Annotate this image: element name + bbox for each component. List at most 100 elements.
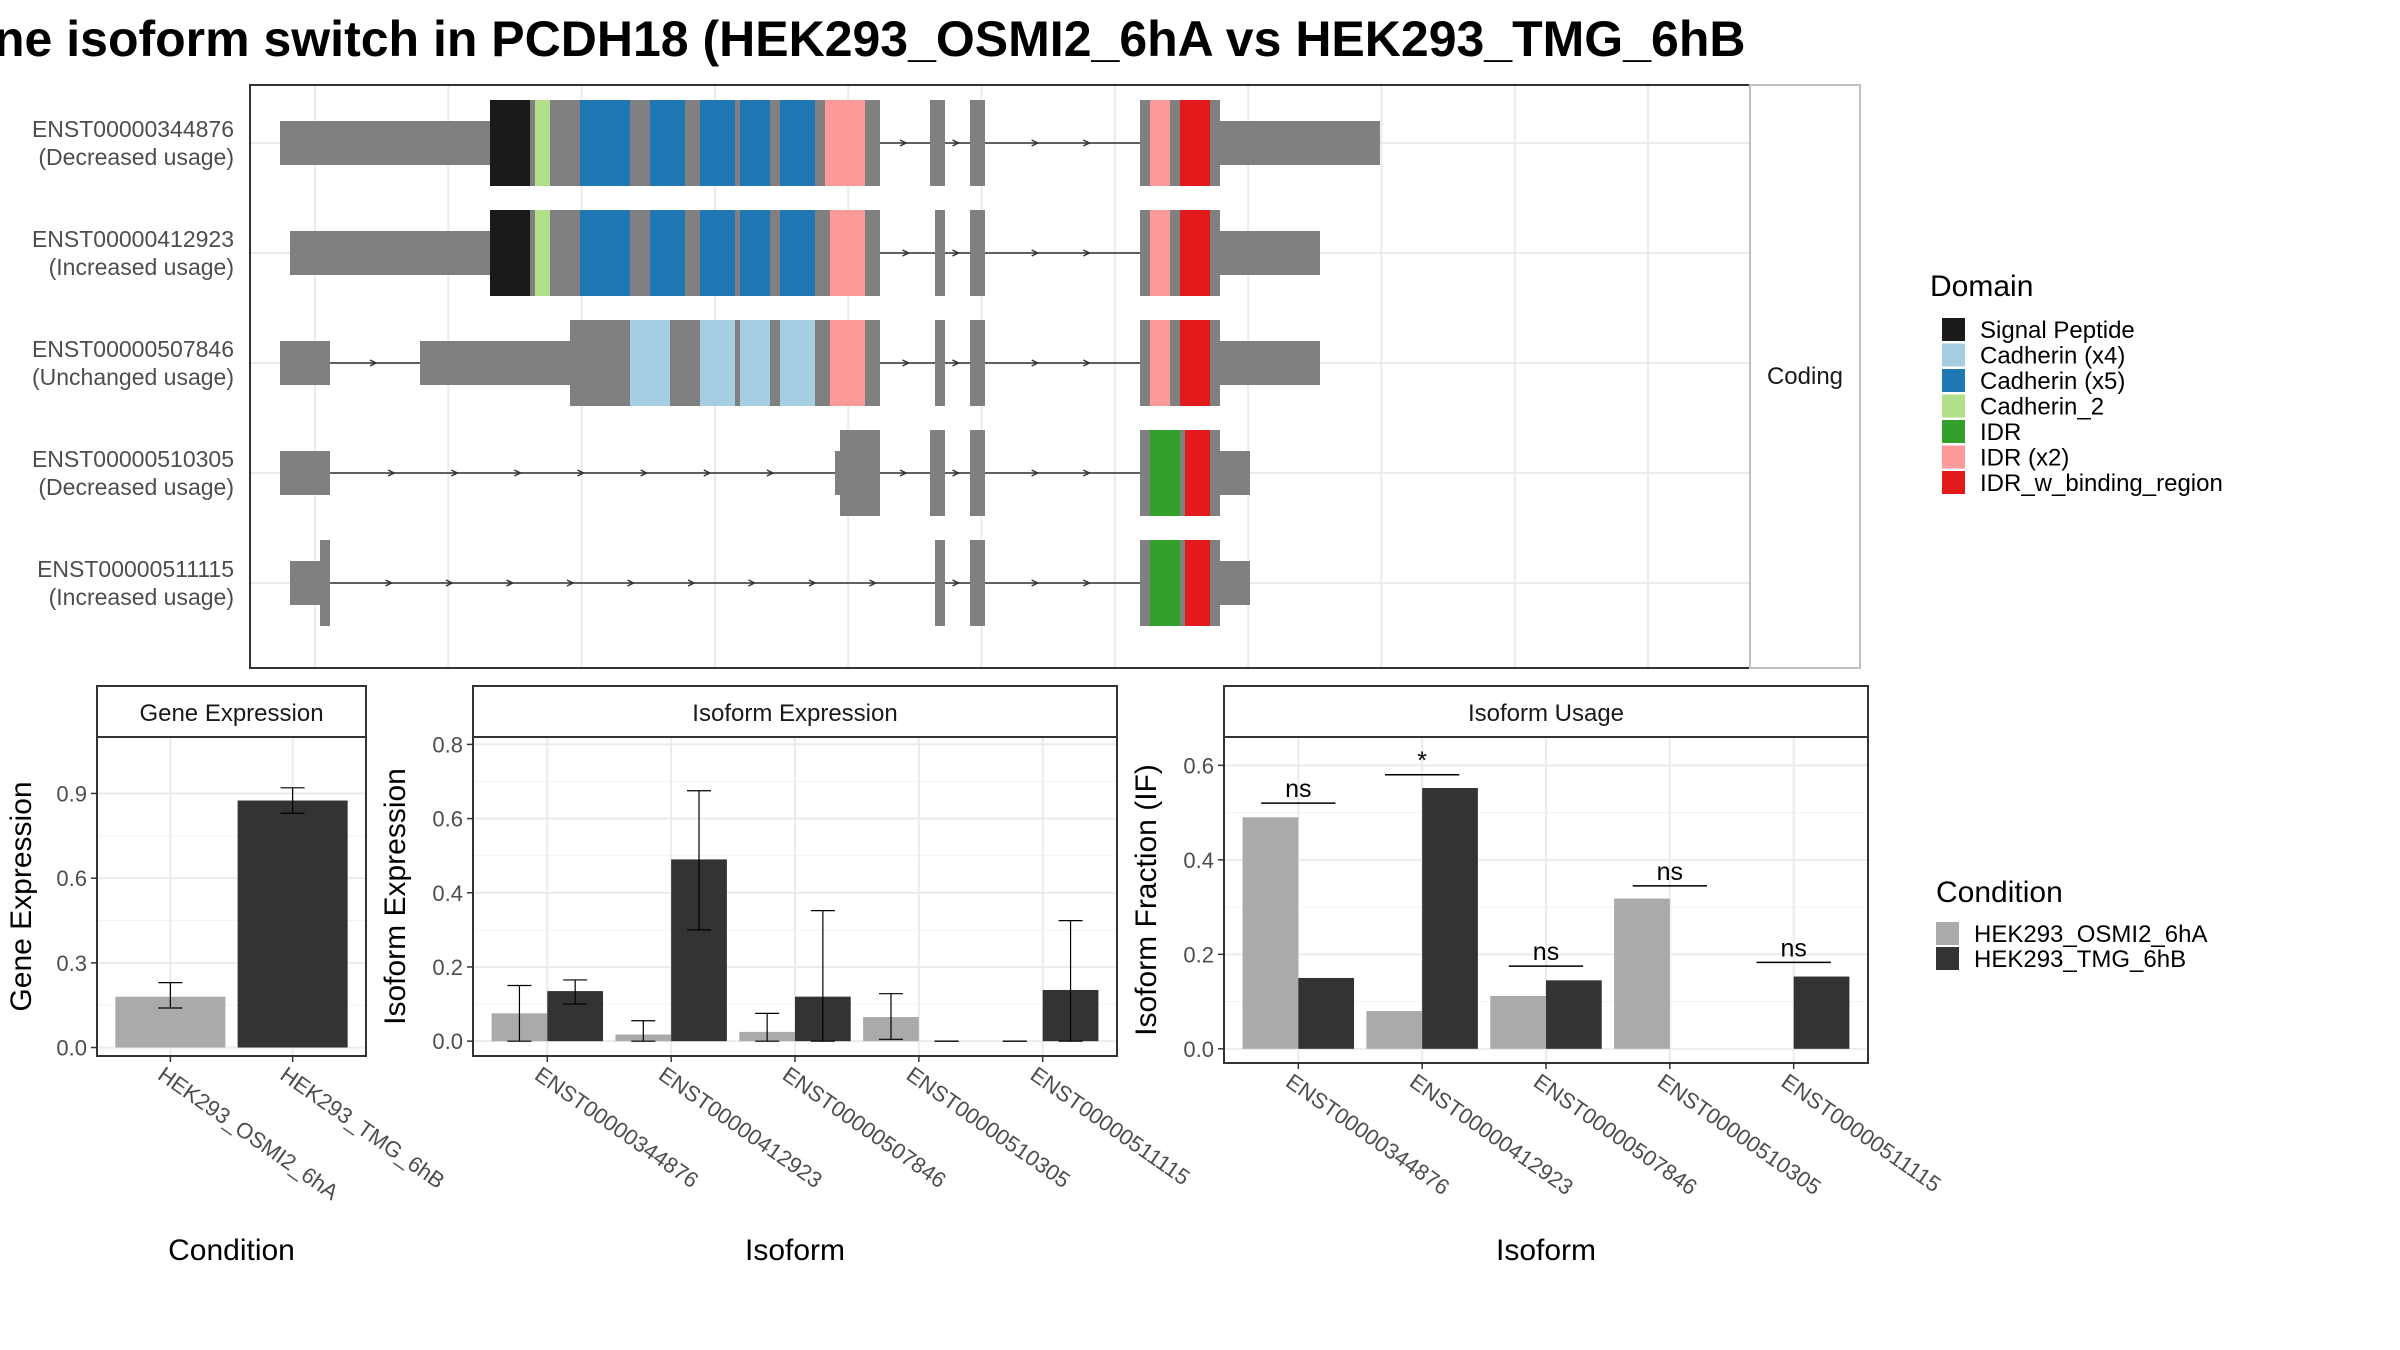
domain-legend-label: IDR (x2) xyxy=(1980,445,2069,472)
y-tick-label: 0.2 xyxy=(432,955,463,980)
x-axis-title: Condition xyxy=(168,1234,295,1267)
exon-block xyxy=(1180,430,1185,516)
exon-block xyxy=(735,100,740,186)
exon-block xyxy=(630,100,650,186)
domain-legend-label: Cadherin (x4) xyxy=(1980,343,2125,370)
exon-block xyxy=(970,540,985,626)
condition-legend-label: HEK293_TMG_6hB xyxy=(1974,946,2186,973)
exon-block xyxy=(840,430,880,516)
intron-arrow xyxy=(902,359,911,367)
exon-block xyxy=(770,210,780,296)
y-axis-title: Gene Expression xyxy=(5,781,38,1011)
intron-arrow xyxy=(748,579,757,587)
exon-block xyxy=(1220,341,1320,385)
domain-legend-key xyxy=(1942,445,1965,469)
domain-block xyxy=(700,320,735,406)
panel-strip xyxy=(96,685,367,738)
y-tick-label: 0.6 xyxy=(1183,753,1214,778)
domain-block xyxy=(490,210,530,296)
panel-title: Gene Expression xyxy=(139,700,323,727)
isoform-row-label: ENST00000344876 xyxy=(32,116,234,142)
domain-block xyxy=(1150,100,1170,186)
domain-block xyxy=(1150,210,1170,296)
domain-legend-label: Cadherin (x5) xyxy=(1980,368,2125,395)
intron-arrow xyxy=(869,579,878,587)
exon-block xyxy=(935,210,945,296)
isoform-row-label: ENST00000507846 xyxy=(32,336,234,362)
intron-arrow xyxy=(1031,359,1040,367)
intron-arrow xyxy=(952,359,961,367)
exon-block xyxy=(1140,320,1150,406)
y-axis-title: Isoform Expression xyxy=(379,768,412,1025)
isoform-row-label: ENST00000511115 xyxy=(37,556,234,582)
condition-legend-title: Condition xyxy=(1936,876,2063,909)
exon-block xyxy=(1140,100,1150,186)
intron-arrow xyxy=(703,469,712,477)
domain-block xyxy=(650,100,685,186)
exon-block xyxy=(1220,121,1380,165)
domain-legend-label: IDR_w_binding_region xyxy=(1980,470,2223,497)
exon-block xyxy=(1140,430,1150,516)
domain-block xyxy=(1150,430,1180,516)
intron-arrow xyxy=(899,469,908,477)
bar xyxy=(1242,817,1299,1049)
exon-block xyxy=(290,561,320,605)
isoform-usage-label: (Increased usage) xyxy=(49,584,234,610)
exon-block xyxy=(570,320,630,406)
domain-legend-key xyxy=(1942,471,1965,494)
significance-label: * xyxy=(1417,747,1427,775)
domain-block xyxy=(535,100,550,186)
domain-legend-key xyxy=(1942,420,1965,443)
domain-legend-title: Domain xyxy=(1930,270,2033,303)
domain-block xyxy=(700,210,735,296)
exon-block xyxy=(685,210,700,296)
significance-label: ns xyxy=(1533,938,1559,966)
y-tick-label: 0.4 xyxy=(1183,848,1214,873)
domain-block xyxy=(700,100,735,186)
condition-legend-key xyxy=(1936,922,1959,945)
intron-arrow xyxy=(506,579,515,587)
domain-block xyxy=(630,320,670,406)
intron-arrow xyxy=(1031,469,1040,477)
exon-block xyxy=(280,451,330,495)
significance-label: ns xyxy=(1780,934,1806,962)
y-tick-label: 0.6 xyxy=(56,866,87,891)
exon-block xyxy=(970,320,985,406)
domain-block xyxy=(740,210,770,296)
intron-arrow xyxy=(1031,249,1040,257)
domain-legend-key xyxy=(1942,318,1965,341)
exon-block xyxy=(1170,210,1180,296)
domain-block xyxy=(1150,540,1180,626)
panel-title: Isoform Usage xyxy=(1468,700,1624,727)
domain-block xyxy=(825,100,865,186)
bar xyxy=(237,800,348,1048)
bar xyxy=(1366,1011,1423,1049)
domain-block xyxy=(780,210,815,296)
exon-block xyxy=(1140,210,1150,296)
y-tick-label: 0.9 xyxy=(56,781,87,806)
exon-block xyxy=(670,320,700,406)
intron-arrow xyxy=(1082,579,1092,587)
exon-block xyxy=(1220,451,1250,495)
intron-arrow xyxy=(952,579,961,587)
intron-arrow xyxy=(627,579,636,587)
exon-block xyxy=(935,320,945,406)
exon-block xyxy=(1220,231,1320,275)
intron-arrow xyxy=(952,469,961,477)
exon-block xyxy=(290,231,490,275)
isoform-usage-label: (Increased usage) xyxy=(49,254,234,280)
y-tick-label: 0.0 xyxy=(432,1029,463,1054)
exon-block xyxy=(815,320,830,406)
intron-arrow xyxy=(450,469,459,477)
exon-block xyxy=(550,100,580,186)
domain-block xyxy=(1185,540,1210,626)
domain-block xyxy=(780,320,815,406)
intron-arrow xyxy=(1082,359,1092,367)
domain-legend-label: Signal Peptide xyxy=(1980,317,2135,344)
y-tick-label: 0.2 xyxy=(1183,942,1214,967)
panel-strip xyxy=(472,685,1118,738)
exon-block xyxy=(420,341,570,385)
